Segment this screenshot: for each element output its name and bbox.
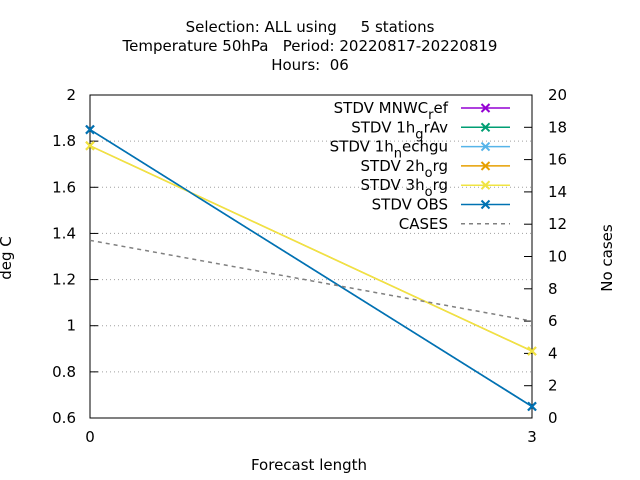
y-tick-label: 2 — [66, 86, 76, 104]
legend-marker-stdv-obs — [480, 199, 491, 210]
legend-marker-stdv-mnwc-ref — [480, 103, 491, 113]
y2-tick-label: 4 — [548, 344, 558, 362]
y2-tick-label: 16 — [548, 151, 567, 169]
x-tick-label: 0 — [85, 428, 95, 446]
legend-marker-stdv-3h-org — [480, 180, 491, 190]
plot-frame — [89, 94, 533, 419]
title-line-2: Temperature 50hPa Period: 20220817-20220… — [122, 37, 498, 55]
series-line-stdv-3h-org — [89, 145, 533, 352]
legend-label-stdv-2h-org: STDV 2horg — [361, 157, 448, 181]
y-tick-label: 0.8 — [52, 363, 76, 381]
x-axis-label: Forecast length — [250, 456, 368, 474]
data-point-stdv-3h-org — [527, 346, 537, 356]
y2-tick-label: 12 — [548, 215, 567, 233]
data-point-stdv-3h-org — [85, 141, 95, 151]
y-tick-label: 1 — [66, 317, 76, 335]
y2-tick-label: 2 — [548, 377, 558, 395]
series-line-stdv-obs — [89, 128, 533, 408]
y-tick-label: 0.6 — [52, 409, 76, 427]
data-point-stdv-obs — [527, 401, 537, 412]
data-point-stdv-obs — [85, 124, 95, 135]
y2-axis-label-text: No cases — [598, 224, 616, 292]
title-line-1: Selection: ALL using 5 stations — [185, 18, 435, 36]
legend-label-stdv-obs: STDV OBS — [372, 196, 448, 214]
title-line-3: Hours: 06 — [271, 56, 349, 74]
legend-marker-stdv-1h-grav — [480, 122, 491, 133]
y-tick-label: 1.8 — [52, 132, 76, 150]
legend-label-stdv-mnwc-ref: STDV MNWCref — [334, 99, 449, 123]
legend-marker-stdv-2h-org — [480, 161, 491, 171]
legend-label-stdv-1h-grav: STDV 1hgrAv — [351, 118, 448, 142]
legend-label-stdv-1h-nechgu: STDV 1hnechgu — [330, 138, 448, 162]
y2-tick-label: 14 — [548, 183, 567, 201]
series-line-cases — [89, 239, 533, 322]
y2-tick-label: 8 — [548, 280, 558, 298]
x-tick-label: 3 — [527, 428, 537, 446]
legend-marker-stdv-1h-nechgu — [480, 141, 491, 152]
legend-label-stdv-3h-org: STDV 3horg — [361, 176, 448, 200]
y2-tick-label: 10 — [548, 248, 567, 266]
legend-label-cases: CASES — [399, 215, 448, 233]
y-axis-label-text: deg C — [0, 236, 15, 280]
y2-tick-label: 20 — [548, 86, 567, 104]
y-tick-label: 1.2 — [52, 271, 76, 289]
y-tick-label: 1.6 — [52, 178, 76, 196]
y2-tick-label: 6 — [548, 312, 558, 330]
y-tick-label: 1.4 — [52, 224, 76, 242]
y2-tick-label: 0 — [548, 409, 558, 427]
y2-tick-label: 18 — [548, 118, 567, 136]
